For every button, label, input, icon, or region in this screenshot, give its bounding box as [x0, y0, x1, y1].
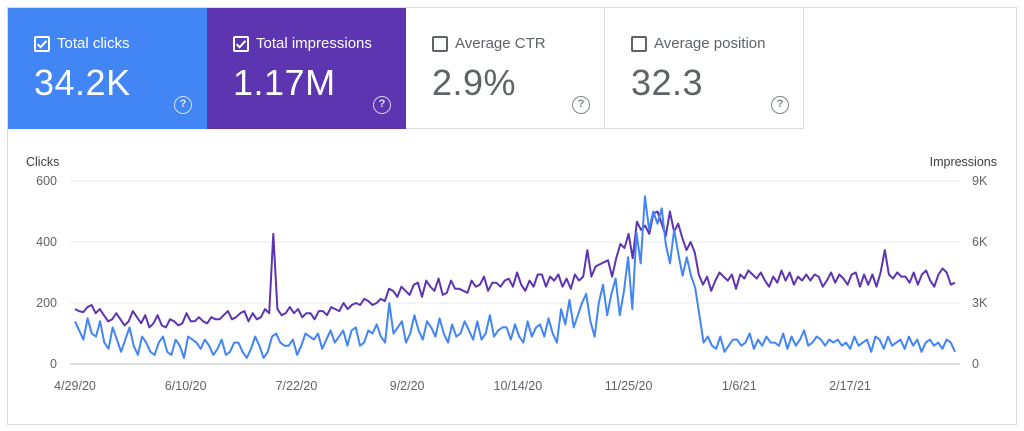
help-circle-icon[interactable]: ? — [174, 96, 192, 114]
x-tick-label: 7/22/20 — [276, 379, 318, 393]
metric-label: Average CTR — [455, 35, 546, 52]
right-tick-label: 0 — [972, 357, 979, 371]
checkbox-unchecked-icon[interactable] — [432, 35, 448, 52]
impressions-series-line — [74, 210, 956, 329]
right-tick-label: 3K — [972, 296, 988, 310]
x-tick-label: 1/6/21 — [722, 379, 757, 393]
checkbox-checked-icon[interactable] — [34, 35, 50, 52]
clicks-series-line — [74, 195, 956, 359]
metric-value: 34.2K — [34, 62, 131, 103]
metric-label: Average position — [654, 35, 766, 52]
right-axis-title: Impressions — [930, 155, 997, 169]
checkbox-unchecked-icon[interactable] — [631, 35, 647, 52]
checkbox-checked-icon[interactable] — [233, 35, 249, 52]
left-tick-label: 400 — [36, 235, 57, 249]
metric-card-average-position[interactable]: Average position 32.3 ? — [605, 8, 804, 129]
x-tick-label: 6/10/20 — [165, 379, 207, 393]
metric-header: Total impressions — [233, 35, 372, 52]
x-tick-label: 4/29/20 — [54, 379, 96, 393]
right-tick-label: 9K — [972, 174, 988, 188]
help-circle-icon[interactable]: ? — [373, 96, 391, 114]
x-tick-label: 2/17/21 — [829, 379, 871, 393]
metric-value: 1.17M — [233, 62, 336, 103]
metric-label: Total clicks — [57, 35, 130, 52]
metric-header: Total clicks — [34, 35, 130, 52]
help-circle-icon[interactable]: ? — [771, 96, 789, 114]
x-tick-label: 9/2/20 — [390, 379, 425, 393]
metric-value: 32.3 — [631, 62, 704, 103]
help-circle-icon[interactable]: ? — [572, 96, 590, 114]
metric-cards: Total clicks 34.2K ? Total impressions 1… — [8, 8, 808, 129]
left-axis-title: Clicks — [26, 155, 59, 169]
metric-value: 2.9% — [432, 62, 517, 103]
metric-label: Total impressions — [256, 35, 372, 52]
left-tick-label: 0 — [50, 357, 57, 371]
metric-card-total-clicks[interactable]: Total clicks 34.2K ? — [8, 8, 207, 129]
x-tick-label: 10/14/20 — [494, 379, 543, 393]
metric-header: Average position — [631, 35, 765, 52]
metric-header: Average CTR — [432, 35, 546, 52]
x-tick-label: 11/25/20 — [605, 379, 653, 393]
left-tick-label: 200 — [36, 296, 57, 310]
right-tick-label: 6K — [972, 235, 988, 249]
performance-panel: Total clicks 34.2K ? Total impressions 1… — [7, 7, 1017, 425]
metric-card-average-ctr[interactable]: Average CTR 2.9% ? — [406, 8, 605, 129]
left-tick-label: 600 — [36, 174, 57, 188]
metric-card-total-impressions[interactable]: Total impressions 1.17M ? — [207, 8, 406, 129]
